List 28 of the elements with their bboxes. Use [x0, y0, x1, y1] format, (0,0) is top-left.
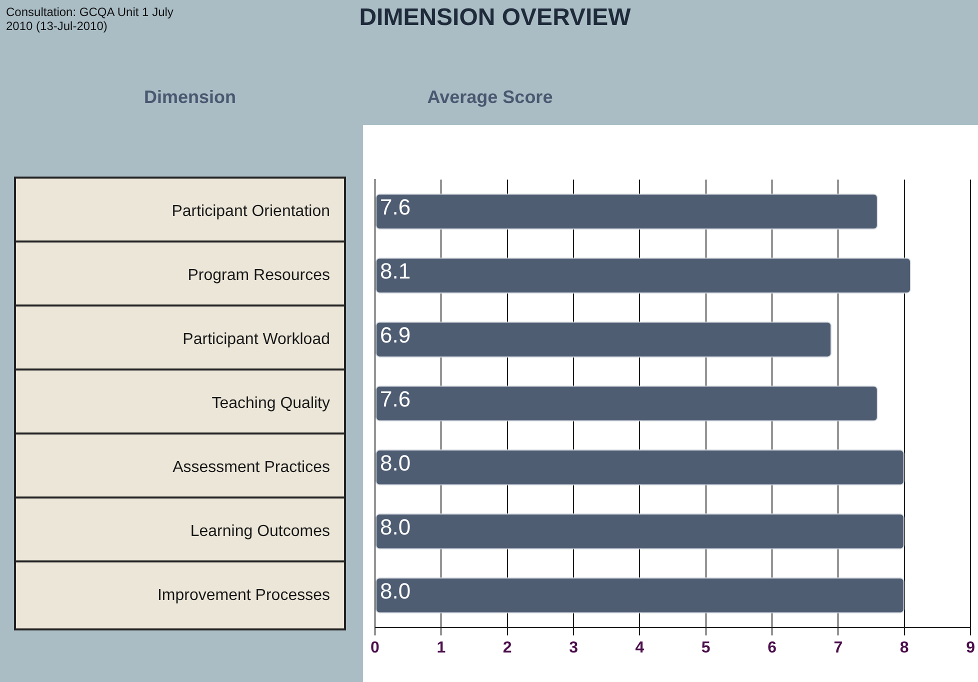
x-tick-label: 4 — [635, 639, 644, 656]
data-label: 8.0 — [380, 450, 411, 476]
y-tick-label: Learning Outcomes — [190, 522, 330, 540]
data-label: 7.6 — [380, 386, 411, 412]
x-tick-label: 6 — [768, 639, 777, 656]
data-label: 8.0 — [380, 578, 411, 604]
x-tick-label: 8 — [900, 639, 909, 656]
y-tick-label: Improvement Processes — [157, 586, 330, 604]
data-label: 6.9 — [380, 322, 411, 348]
chart-title: DIMENSION OVERVIEW — [358, 4, 632, 32]
x-tick-label: 2 — [502, 639, 512, 656]
x-tick-label: 1 — [436, 639, 446, 656]
x-tick-label: 7 — [834, 639, 843, 656]
y-tick-label: Program Resources — [188, 266, 330, 284]
x-tick-label: 5 — [701, 639, 710, 656]
y-tick-label: Participant Workload — [182, 330, 330, 348]
data-label: 8.0 — [380, 514, 411, 540]
y-tick-label: Participant Orientation — [172, 202, 330, 220]
y-axis-title: Dimension — [142, 87, 237, 108]
text: Consultation: GCQA Unit 1 July 2010 (13-Jul-2010) — [6, 5, 174, 33]
x-axis-title: Average Score — [426, 87, 554, 108]
data-label: 8.1 — [380, 258, 411, 284]
x-tick-label: 9 — [966, 639, 976, 656]
y-tick-label: Assessment Practices — [172, 458, 330, 476]
data-label: 7.6 — [380, 194, 411, 220]
x-tick-label: 3 — [569, 639, 578, 656]
y-tick-label: Teaching Quality — [212, 394, 330, 412]
x-tick-label: 0 — [370, 639, 380, 656]
